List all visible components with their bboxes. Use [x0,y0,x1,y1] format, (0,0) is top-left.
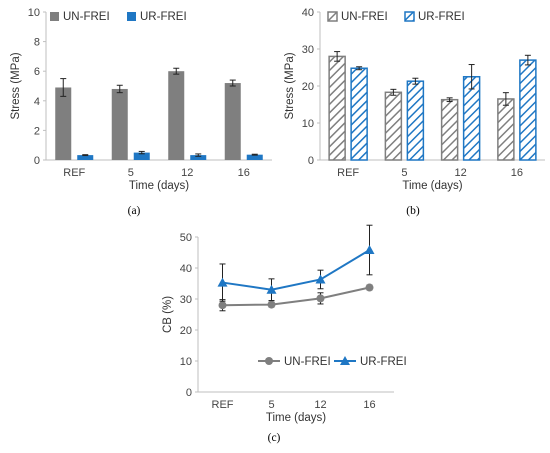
point-ur-frei-16 [364,245,375,255]
chart-a: 0 2 4 6 8 10 REF 5 12 16 Time (days) Stress (MPa) UN… [10,7,272,192]
legend-label-un-frei: UN-FREI [63,11,110,23]
x-tick-label: 16 [363,399,375,411]
y-tick-label: 10 [28,7,40,19]
chart-b: 0 10 20 30 40 REF 5 12 16 Time (days) Stress (MPa)… [284,7,545,192]
x-tick-label: REF [212,399,234,411]
point-un-frei-12 [316,294,325,303]
y-tick-label: 0 [186,387,192,399]
x-tick-label: 12 [181,167,193,179]
y-tick-label: 0 [308,155,314,167]
y-tick-label: 2 [34,125,40,137]
y-tick-label: 6 [34,66,40,78]
bar-un-frei-ref [328,55,346,161]
x-axis-title-a: Time (days) [129,180,189,192]
point-un-frei-ref [218,301,227,310]
legend-label-ur-frei: UR-FREI [418,11,465,23]
chart-c: 0 10 20 30 40 50 REF 5 12 16 Time (days) CB (%) UN-F… [162,224,407,424]
bar-ur-frei-12 [190,155,207,160]
bar-ur-frei-ref [350,67,368,161]
legend-marker-un-frei [265,357,273,365]
y-tick-label: 20 [302,81,314,93]
series-line-ur-frei [222,249,371,291]
x-tick-label: REF [337,167,359,179]
bar-un-frei-12 [168,71,185,160]
legend-swatch-ur-frei [127,12,136,21]
bar-ur-frei-5 [133,152,150,160]
bar-ur-frei-16 [246,154,263,160]
panel-label-a: (a) [128,205,141,217]
x-tick-label: 5 [128,167,134,179]
bar-un-frei-16 [497,98,515,161]
y-tick-label: 10 [302,118,314,130]
bar-un-frei-5 [384,91,403,161]
bar-un-frei-12 [440,98,459,161]
point-un-frei-16 [365,283,374,292]
x-tick-label: 12 [455,167,467,179]
bar-un-frei-5 [111,88,128,160]
legend-label-un-frei: UN-FREI [341,11,388,23]
legend-swatch-ur-frei [404,11,415,22]
legend-swatch-un-frei [327,11,338,22]
y-tick-label: 30 [180,294,192,306]
x-tick-label: 5 [401,167,407,179]
bar-ur-frei-ref [77,155,94,160]
x-axis-title-b: Time (days) [402,180,462,192]
x-axis-title-c: Time (days) [266,412,326,424]
bar-un-frei-ref [55,87,72,160]
bar-un-frei-16 [224,83,241,160]
y-tick-label: 20 [180,325,192,337]
bar-ur-frei-5 [406,80,425,161]
point-un-frei-5 [267,300,276,309]
point-ur-frei-ref [217,277,228,287]
y-tick-label: 0 [34,155,40,167]
y-tick-label: 4 [34,96,40,108]
x-tick-label: 5 [268,399,274,411]
legend-label-ur-frei: UR-FREI [360,356,407,368]
x-tick-label: 12 [314,399,326,411]
y-tick-label: 10 [180,356,192,368]
series-line-un-frei [222,286,370,307]
y-tick-label: 40 [302,7,314,19]
y-tick-label: 8 [34,37,40,49]
y-axis-title-c: CB (%) [162,296,174,333]
panel-label-b: (b) [406,205,420,217]
x-tick-label: 16 [511,167,523,179]
y-axis-title-b: Stress (MPa) [284,52,296,119]
y-axis-title-a: Stress (MPa) [10,52,22,119]
y-tick-label: 30 [302,44,314,56]
legend-label-ur-frei: UR-FREI [140,11,187,23]
legend-marker-ur-frei [340,356,350,365]
point-ur-frei-12 [315,274,326,284]
legend-label-un-frei: UN-FREI [284,356,331,368]
y-tick-label: 40 [180,263,192,275]
legend-swatch-un-frei [50,12,59,21]
bar-ur-frei-16 [519,59,537,161]
x-tick-label: 16 [238,167,250,179]
point-ur-frei-5 [266,284,277,294]
x-tick-label: REF [63,167,85,179]
y-tick-label: 50 [180,232,192,244]
panel-label-c: (c) [268,432,281,444]
